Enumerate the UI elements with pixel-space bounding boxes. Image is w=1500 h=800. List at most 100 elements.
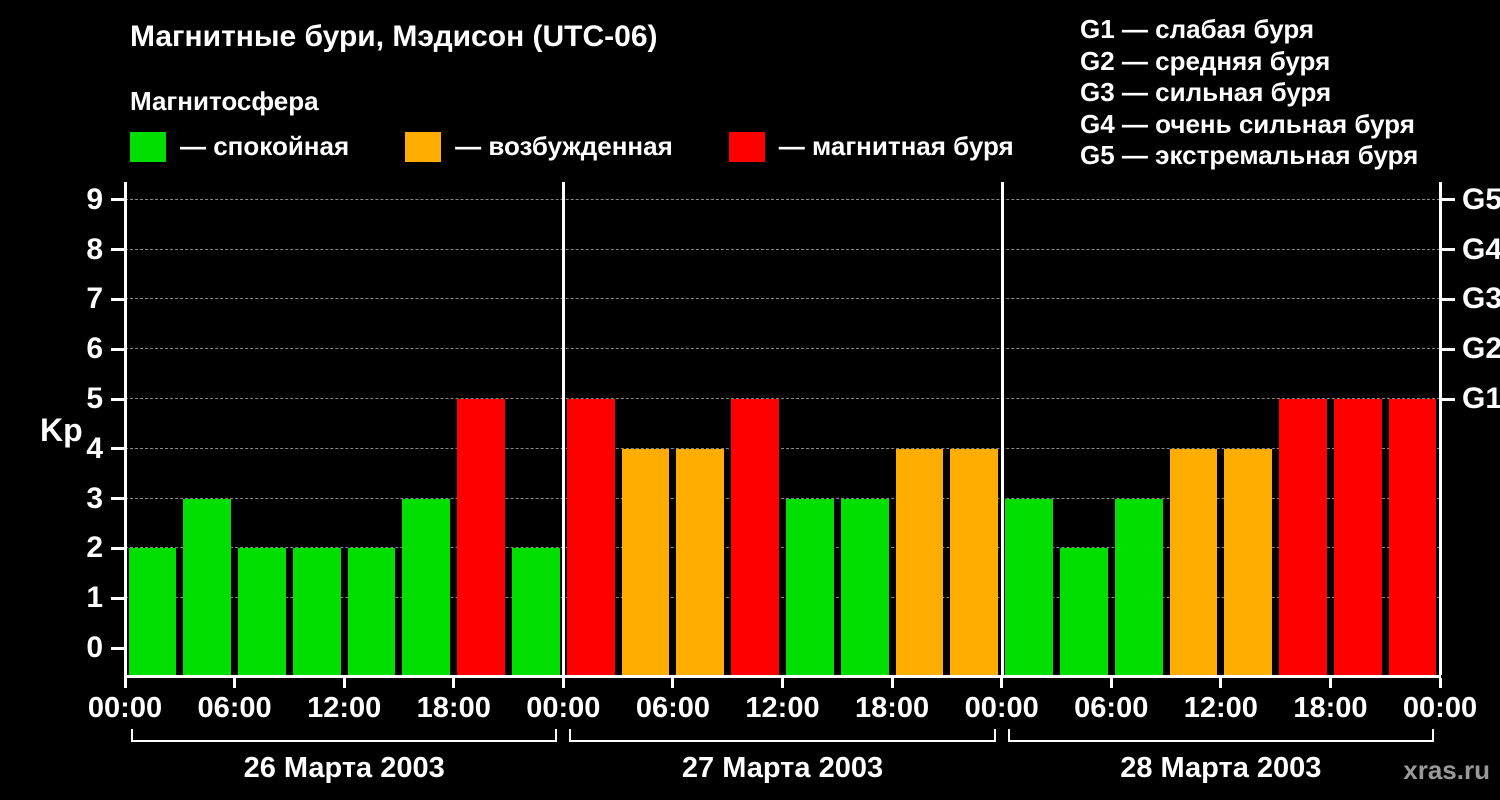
g-legend-line-g3: G3 — сильная буря	[1080, 77, 1332, 107]
gridline-kp-1	[125, 597, 1440, 599]
gridline-kp-8	[125, 248, 1440, 250]
kp-bar	[1169, 448, 1218, 675]
day-bracket-line	[1007, 740, 1434, 742]
legend-label-active: — возбужденная	[455, 131, 673, 161]
x-tick	[561, 678, 565, 688]
y-tick	[111, 397, 125, 401]
kp-bar	[238, 548, 286, 675]
kp-bar	[292, 548, 341, 675]
x-tick-label: 18:00	[1293, 692, 1368, 724]
y-tick	[111, 447, 125, 451]
day-bracket-tick	[131, 729, 133, 742]
day-bracket-tick	[1007, 729, 1010, 742]
x-tick	[1000, 678, 1004, 688]
x-tick-label: 12:00	[745, 692, 820, 724]
y-tick	[111, 646, 125, 650]
kp-bar	[676, 448, 725, 675]
y-tick-label: 8	[86, 232, 103, 266]
g-legend-line-g4: G4 — очень сильная буря	[1080, 108, 1415, 139]
x-tick-label: 06:00	[197, 692, 272, 724]
g-tick	[1442, 397, 1455, 401]
x-tick	[890, 678, 894, 688]
day-bracket-tick	[993, 729, 996, 742]
y-axis-line	[124, 182, 127, 675]
x-tick-label: 06:00	[1074, 692, 1149, 724]
legend-swatch-active	[405, 131, 442, 162]
kp-bar	[1333, 399, 1382, 675]
y-tick-label: 3	[86, 481, 103, 515]
x-tick-label: 12:00	[307, 692, 382, 724]
x-tick	[1438, 678, 1442, 688]
x-tick	[123, 678, 127, 688]
legend-item-quiet: — спокойная	[130, 131, 349, 162]
kp-bar	[1279, 399, 1327, 675]
x-tick	[342, 678, 346, 688]
legend-item-storm: — магнитная буря	[728, 131, 1014, 162]
g-tick	[1442, 248, 1455, 252]
x-tick	[1219, 678, 1223, 688]
legend-swatch-quiet	[130, 131, 166, 162]
g-legend-line-g5: G5 — экстремальная буря	[1080, 140, 1419, 170]
kp-bar	[128, 548, 177, 675]
day-bracket-tick	[569, 729, 572, 742]
x-tick	[1109, 678, 1113, 688]
x-tick-label: 00:00	[526, 692, 601, 724]
magnetosphere-legend: — спокойная — возбужденная — магнитная б…	[130, 131, 1014, 162]
kp-bar	[183, 498, 232, 675]
x-tick	[1328, 678, 1332, 688]
x-tick-label: 00:00	[87, 692, 163, 724]
y-tick-label: 1	[86, 581, 103, 615]
legend-heading: Магнитосфера	[130, 86, 319, 116]
gridline-kp-9	[125, 198, 1440, 200]
g-tick-label: G3	[1462, 282, 1500, 316]
gridline-kp-7	[125, 298, 1440, 300]
legend-swatch-storm	[728, 131, 765, 162]
g-tick	[1442, 297, 1455, 301]
x-tick-label: 00:00	[964, 692, 1039, 724]
x-axis-line	[124, 675, 1441, 678]
y-tick	[111, 347, 125, 351]
g-legend-line-g1: G1 — слабая буря	[1080, 14, 1315, 44]
day-date-label: 26 Марта 2003	[243, 752, 445, 784]
legend-label-quiet: — спокойная	[180, 131, 350, 161]
y-tick	[111, 297, 125, 301]
kp-bar	[1005, 498, 1053, 675]
gridline-kp-6	[125, 348, 1440, 350]
kp-bar	[566, 399, 615, 675]
g-tick-label: G1	[1462, 382, 1500, 415]
watermark: xras.ru	[1403, 755, 1490, 785]
kp-bar	[1059, 548, 1108, 675]
kp-bar	[402, 498, 451, 675]
legend-item-active: — возбужденная	[405, 131, 673, 162]
gridline-kp-2	[125, 547, 1440, 549]
kp-bar	[457, 399, 506, 675]
y-tick-label: 7	[86, 282, 103, 316]
y-tick	[111, 198, 125, 202]
day-separator	[1000, 182, 1004, 675]
kp-bar	[1114, 498, 1163, 675]
x-tick-label: 06:00	[635, 692, 710, 724]
y-tick-label: 9	[86, 182, 103, 216]
day-date-label: 28 Марта 2003	[1120, 752, 1322, 784]
day-bracket-tick	[1432, 729, 1434, 742]
g-tick	[1442, 198, 1455, 202]
kp-bar	[731, 399, 779, 675]
legend-label-storm: — магнитная буря	[778, 131, 1014, 161]
day-bracket-line	[131, 740, 558, 742]
y-tick-label: 2	[86, 531, 103, 565]
y-tick	[111, 497, 125, 501]
g-legend-line-g2: G2 — средняя буря	[1080, 45, 1331, 76]
x-tick-label: 12:00	[1183, 692, 1258, 724]
kp-bar	[512, 548, 560, 675]
right-axis-line	[1439, 182, 1442, 675]
x-tick-label: 18:00	[854, 692, 930, 724]
y-tick-label: 0	[86, 631, 103, 664]
x-tick	[233, 678, 237, 688]
y-axis-title: Kp	[40, 412, 83, 448]
gridline-kp-3	[125, 497, 1440, 499]
kp-bar	[347, 548, 396, 675]
kp-bar	[1224, 448, 1273, 675]
y-tick-label: 5	[86, 382, 103, 415]
day-bracket-tick	[555, 729, 558, 742]
